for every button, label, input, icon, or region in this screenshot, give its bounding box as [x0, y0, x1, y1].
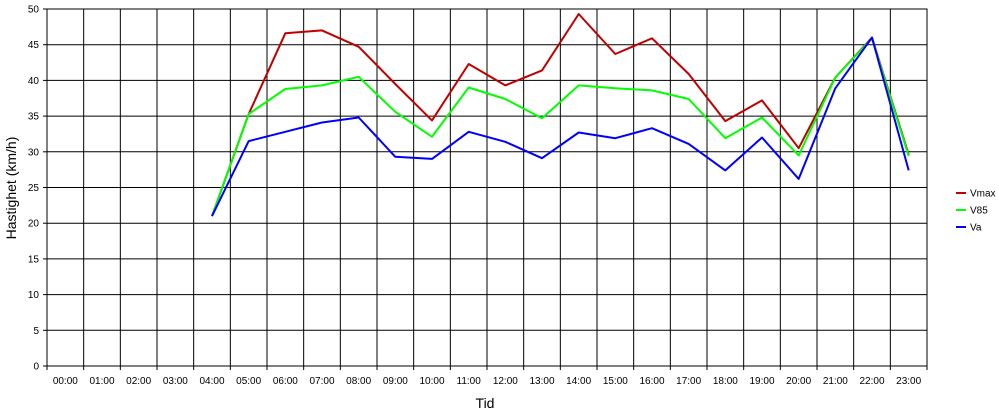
y-tick-label: 45: [28, 40, 40, 51]
x-tick-label: 13:00: [529, 376, 554, 387]
y-tick-label: 25: [28, 183, 40, 194]
x-tick-label: 18:00: [713, 376, 738, 387]
y-tick-label: 5: [33, 326, 39, 337]
x-tick-label: 09:00: [383, 376, 408, 387]
y-tick-label: 30: [28, 147, 40, 158]
legend-label-v85: V85: [970, 206, 988, 217]
x-tick-label: 17:00: [676, 376, 701, 387]
x-tick-label: 21:00: [823, 376, 848, 387]
y-tick-label: 35: [28, 112, 40, 123]
x-tick-label: 14:00: [566, 376, 591, 387]
x-tick-label: 00:00: [53, 376, 78, 387]
x-tick-label: 11:00: [457, 376, 482, 387]
series-line-vmax: [211, 13, 910, 217]
legend-label-va: Va: [970, 223, 982, 234]
grid: [46, 8, 928, 367]
x-tick-label: 15:00: [603, 376, 628, 387]
y-tick-label: 0: [33, 362, 39, 373]
x-tick-label: 20:00: [786, 376, 811, 387]
y-tick-label: 10: [28, 290, 40, 301]
y-tick-label: 40: [28, 76, 40, 87]
y-tick-label: 20: [28, 219, 40, 230]
x-tick-label: 08:00: [346, 376, 371, 387]
x-tick-label: 01:00: [89, 376, 114, 387]
series-line-va: [211, 36, 910, 217]
x-tick-label: 06:00: [273, 376, 298, 387]
x-tick-label: 12:00: [493, 376, 518, 387]
x-tick-label: 19:00: [749, 376, 774, 387]
series-line-v85: [211, 37, 910, 217]
y-axis-ticks: 0 5 10 15 20 25 30 35 40 45 50: [28, 5, 47, 373]
x-tick-label: 10:00: [419, 376, 444, 387]
y-axis-title: Hastighet (km/h): [3, 137, 19, 240]
x-axis-title: Tid: [476, 395, 495, 411]
y-tick-label: 50: [28, 5, 40, 16]
x-tick-label: 05:00: [236, 376, 261, 387]
x-tick-label: 04:00: [199, 376, 224, 387]
y-tick-label: 15: [28, 254, 40, 265]
x-tick-label: 23:00: [896, 376, 921, 387]
x-tick-label: 03:00: [163, 376, 188, 387]
x-axis-ticks: 00:00 01:00 02:00 03:00 04:00 05:00 06:00 07:00…: [46, 366, 928, 387]
x-tick-label: 16:00: [639, 376, 664, 387]
series-lines: [211, 13, 910, 217]
legend: Vmax V85 Va: [956, 189, 996, 234]
legend-label-vmax: Vmax: [970, 189, 996, 200]
x-tick-label: 22:00: [859, 376, 884, 387]
x-tick-label: 02:00: [126, 376, 151, 387]
x-tick-label: 07:00: [309, 376, 334, 387]
